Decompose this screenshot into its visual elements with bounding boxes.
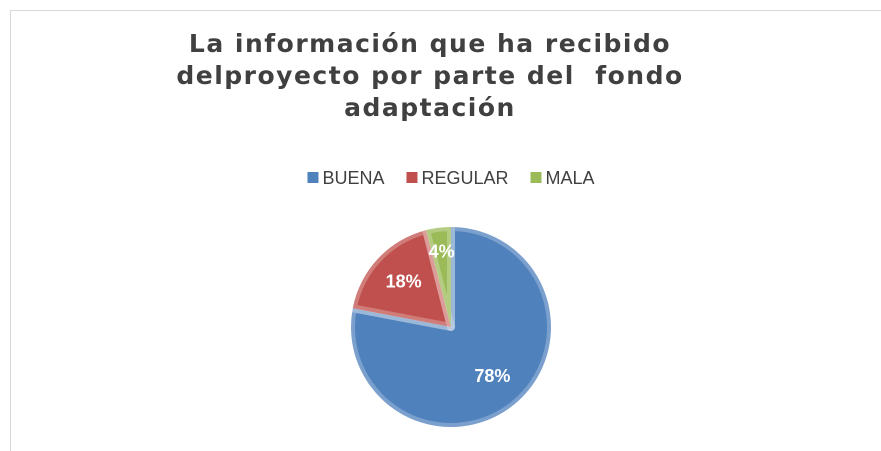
legend-label: BUENA bbox=[322, 168, 384, 188]
chart-frame bbox=[10, 10, 881, 451]
pie-slice bbox=[347, 223, 555, 431]
legend-label: MALA bbox=[546, 168, 595, 188]
legend-swatch bbox=[307, 172, 319, 183]
chart-title: La información que ha recibido delproyec… bbox=[176, 29, 684, 122]
pie-slice bbox=[348, 226, 455, 331]
legend-swatch bbox=[530, 172, 542, 183]
data-label: 78% bbox=[474, 366, 510, 386]
data-label: 18% bbox=[386, 271, 422, 291]
legend-swatch bbox=[406, 172, 418, 183]
pie-slice bbox=[422, 223, 455, 331]
data-label: 4% bbox=[429, 241, 455, 261]
legend-label: REGULAR bbox=[421, 168, 508, 188]
